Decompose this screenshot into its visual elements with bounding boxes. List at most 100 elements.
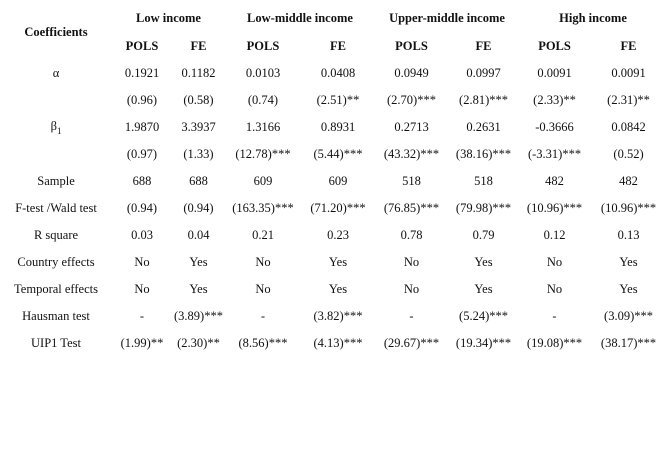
table-row: α 0.1921 0.1182 0.0103 0.0408 0.0949 0.0… [0,60,667,87]
subheader-cell: POLS [538,38,571,53]
table-cell: 0.03 [131,228,153,242]
table-cell: 0.0408 [320,66,356,80]
table-cell: 1.3166 [245,120,281,134]
table-cell: 688 [132,174,152,188]
table-cell: -0.3666 [535,120,574,134]
group-header-low-middle-income: Low-middle income [247,10,353,25]
table-cell: (2.30)** [177,336,220,350]
table-cell: 3.3937 [181,120,216,134]
row-label: Country effects [17,255,95,269]
table-cell: Yes [619,255,638,269]
table-cell: (38.16)*** [455,147,512,161]
table-cell: Yes [328,282,348,296]
subheader-cell: POLS [125,38,159,53]
group-header-low-income: Low income [136,10,201,25]
table-cell: 0.2631 [466,120,501,134]
table-cell: 0.23 [327,228,349,242]
table-cell: 0.13 [617,228,640,242]
row-label-beta: β1 [0,114,112,141]
table-cell: (2.33)** [533,93,576,107]
table-row: Country effects No Yes No Yes No Yes No … [0,249,667,276]
beta-subscript: 1 [56,126,62,136]
table-row: (0.96) (0.58) (0.74) (2.51)** (2.70)*** … [0,87,667,114]
table-cell: - [139,309,145,323]
table-cell: (29.67)*** [383,336,440,350]
table-cell: 482 [545,174,564,188]
row-label: Hausman test [22,309,90,323]
table-row: UIP1 Test (1.99)** (2.30)** (8.56)*** (4… [0,330,667,357]
table-cell: (0.97) [126,147,158,161]
table-cell: 609 [328,174,348,188]
header-row-methods: POLS FE POLS FE POLS FE POLS FE [0,32,667,60]
table-cell: (3.09)*** [604,309,653,323]
table-cell: 0.21 [252,228,274,242]
table-cell: No [546,282,563,296]
table-cell: - [552,309,557,323]
table-cell: (0.94) [183,201,214,215]
row-label: α [52,66,60,80]
table-row: F-test /Wald test (0.94) (0.94) (163.35)… [0,195,667,222]
table-cell: (0.74) [247,93,279,107]
table-cell: 518 [474,174,493,188]
row-label [0,87,112,114]
table-cell: No [403,282,420,296]
table-cell: 688 [189,174,208,188]
table-cell: Yes [189,282,208,296]
group-header-upper-middle-income: Upper-middle income [389,10,505,25]
table-cell: (43.32)*** [383,147,440,161]
table-cell: (3.89)*** [174,309,223,323]
table-cell: Yes [189,255,208,269]
row-label: F-test /Wald test [15,201,97,215]
table-cell: (19.08)*** [526,336,583,350]
group-header-high-income: High income [559,10,627,25]
header-row-groups: Coefficients Low income Low-middle incom… [0,4,667,39]
table-cell: (4.13)*** [313,336,363,350]
row-label [0,141,112,168]
subheader-cell: FE [620,38,637,53]
table-row: Hausman test - (3.89)*** - (3.82)*** - (… [0,303,667,330]
row-label: Temporal effects [14,282,98,296]
table-cell: (1.33) [183,147,214,161]
subheader-cell: FE [190,38,207,53]
row-label: R square [33,228,79,242]
table-cell: 0.0949 [394,66,429,80]
table-cell: (0.94) [126,201,158,215]
table-row: Sample 688 688 609 609 518 518 482 482 [0,168,667,195]
table-cell: 1.9870 [124,120,160,134]
table-cell: 0.12 [543,228,566,242]
table-cell: (10.96)*** [526,201,583,215]
table-cell: 0.8931 [320,120,356,134]
table-cell: (2.70)*** [387,93,436,107]
table-cell: (163.35)*** [232,201,294,215]
table-cell: No [546,255,563,269]
table-cell: 0.79 [472,228,495,242]
subheader-cell: POLS [395,38,428,53]
table-cell: (12.78)*** [235,147,291,161]
table-cell: (1.99)** [120,336,164,350]
table-cell: 0.0091 [537,66,572,80]
table-cell: 0.1921 [124,66,160,80]
table-cell: (2.31)** [607,93,650,107]
table-cell: - [409,309,414,323]
table-cell: 0.78 [400,228,423,242]
table-cell: (8.56)*** [238,336,288,350]
table-cell: - [260,309,266,323]
table-row: β1 1.9870 3.3937 1.3166 0.8931 0.2713 0.… [0,114,667,141]
table-cell: (10.96)*** [600,201,657,215]
table-cell: No [255,282,271,296]
table-cell: Yes [328,255,348,269]
table-cell: (0.96) [126,93,158,107]
table-cell: (38.17)*** [600,336,657,350]
table-cell: (79.98)*** [455,201,512,215]
corner-header: Coefficients [24,24,88,39]
table-cell: (76.85)*** [383,201,440,215]
row-label: Sample [37,174,75,188]
table-row: R square 0.03 0.04 0.21 0.23 0.78 0.79 0… [0,222,667,249]
table-cell: (5.44)*** [313,147,363,161]
table-cell: No [134,282,150,296]
subheader-cell: POLS [246,38,280,53]
table-cell: (-3.31)*** [527,147,582,161]
table-cell: No [403,255,420,269]
table-cell: 0.2713 [394,120,429,134]
table-cell: (5.24)*** [459,309,508,323]
